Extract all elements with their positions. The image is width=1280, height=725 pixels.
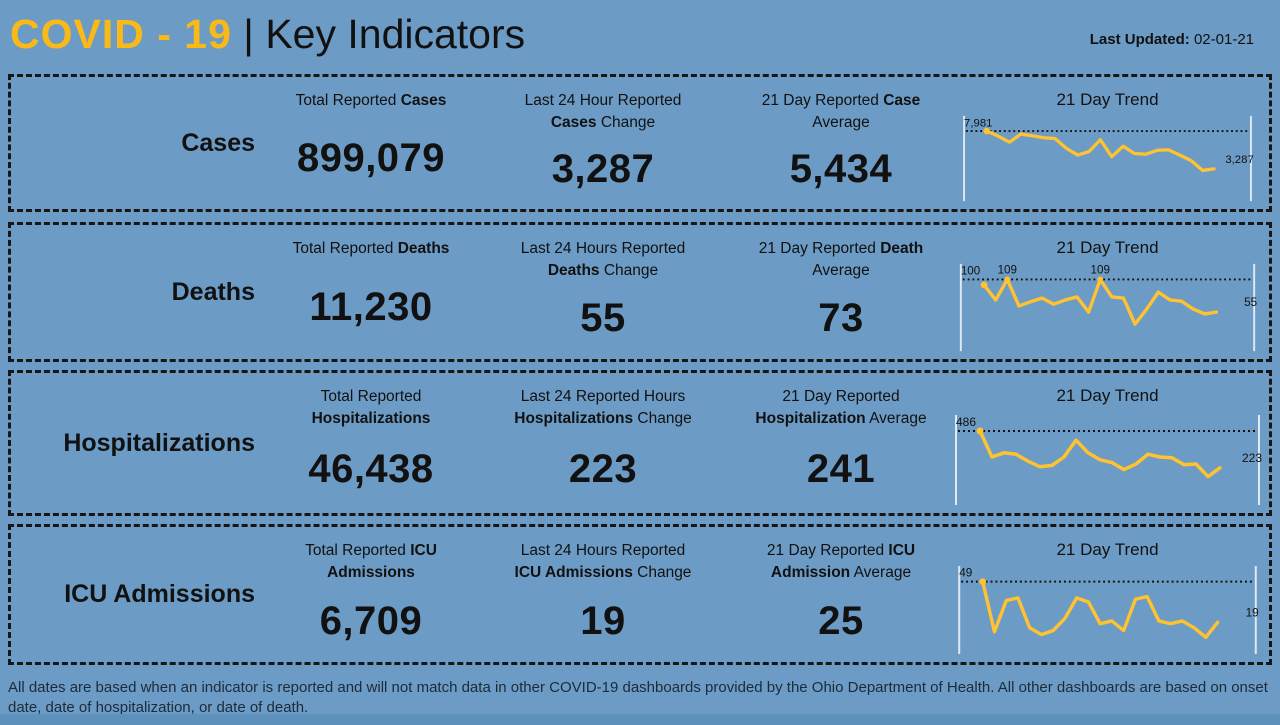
stat-24h-icu-admissions: Last 24 Hours Reported ICU Admissions Cha… bbox=[483, 527, 723, 662]
sparkline-cases: 7,981 3,287 bbox=[963, 115, 1254, 202]
trend-chart-title: 21 Day Trend bbox=[1056, 238, 1159, 257]
last-updated-value: 02-01-21 bbox=[1193, 31, 1254, 48]
stat-label: Total Reported ICU Admissions bbox=[305, 542, 437, 582]
stat-value: 11,230 bbox=[309, 285, 433, 330]
stat-label: Last 24 Reported Hours Hospitalizations C… bbox=[514, 388, 692, 428]
stat-label: Last 24 Hour Reported Cases Change bbox=[524, 92, 682, 132]
svg-text:55: 55 bbox=[1244, 296, 1257, 309]
stat-label: Total Reported Cases bbox=[295, 92, 447, 109]
stat-value: 46,438 bbox=[308, 447, 434, 492]
stat-total-hospitalizations: Total Reported Hospitalizations 46,438 bbox=[251, 373, 491, 513]
svg-text:49: 49 bbox=[959, 567, 972, 580]
stat-label: 21 Day Reported Hospitalization Average bbox=[755, 388, 927, 428]
trend-chart-title: 21 Day Trend bbox=[1056, 540, 1159, 559]
last-updated-label: Last Updated: bbox=[1089, 31, 1190, 48]
svg-text:19: 19 bbox=[1246, 606, 1259, 619]
page-title-rest: | Key Indicators bbox=[243, 11, 526, 57]
stat-label: 21 Day Reported ICU Admission Average bbox=[766, 542, 916, 582]
stat-label: Total Reported Hospitalizations bbox=[311, 388, 431, 428]
stat-label: 21 Day Reported Case Average bbox=[761, 92, 921, 132]
stat-total-deaths: Total Reported Deaths 11,230 bbox=[251, 225, 491, 359]
trend-chart-icu-admissions: 21 Day Trend 49 19 bbox=[950, 533, 1265, 658]
indicator-row-deaths: Deaths Total Reported Deaths 11,230 Last… bbox=[8, 222, 1272, 362]
row-label-hospitalizations: Hospitalizations bbox=[63, 428, 255, 457]
stat-value: 73 bbox=[818, 296, 864, 341]
row-label-cases: Cases bbox=[181, 128, 255, 157]
stat-24h-hospitalizations: Last 24 Reported Hours Hospitalizations C… bbox=[483, 373, 723, 513]
trend-chart-cases: 21 Day Trend 7,981 3,287 bbox=[950, 83, 1265, 205]
stat-value: 899,079 bbox=[296, 136, 446, 181]
last-updated: Last Updated: 02-01-21 bbox=[1090, 31, 1254, 48]
stat-24h-deaths: Last 24 Hours Reported Deaths Change 55 bbox=[483, 225, 723, 359]
stat-24h-cases: Last 24 Hour Reported Cases Change 3,287 bbox=[483, 77, 723, 209]
stat-value: 19 bbox=[580, 598, 626, 643]
stat-label: Last 24 Hours Reported ICU Admissions Cha… bbox=[514, 542, 692, 582]
svg-text:486: 486 bbox=[956, 415, 976, 429]
stat-label: Total Reported Deaths bbox=[292, 240, 450, 257]
stat-value: 6,709 bbox=[319, 598, 423, 643]
footer-note: All dates are based when an indicator is… bbox=[8, 679, 1268, 717]
svg-text:7,981: 7,981 bbox=[964, 117, 992, 129]
stat-label: Last 24 Hours Reported Deaths Change bbox=[520, 240, 686, 280]
svg-text:109: 109 bbox=[998, 264, 1017, 277]
indicator-row-cases: Cases Total Reported Cases 899,079 Last … bbox=[8, 74, 1272, 212]
indicator-row-hospitalizations: Hospitalizations Total Reported Hospitali… bbox=[8, 370, 1272, 516]
svg-text:223: 223 bbox=[1242, 451, 1262, 465]
stat-21day-avg-hospitalizations: 21 Day Reported Hospitalization Average 2… bbox=[721, 373, 961, 513]
sparkline-hospitalizations: 486 223 bbox=[955, 415, 1262, 505]
stat-value: 241 bbox=[806, 447, 876, 492]
trend-chart-title: 21 Day Trend bbox=[1056, 90, 1159, 109]
stat-21day-avg-icu-admissions: 21 Day Reported ICU Admission Average 25 bbox=[721, 527, 961, 662]
sparkline-deaths: 100 109 109 55 bbox=[959, 264, 1257, 352]
indicator-row-icu-admissions: ICU Admissions Total Reported ICU Admissi… bbox=[8, 524, 1272, 665]
page-title-accent: COVID - 19 bbox=[10, 11, 232, 57]
trend-chart-deaths: 21 Day Trend 100 109 109 55 bbox=[950, 231, 1265, 355]
stat-value: 223 bbox=[568, 447, 638, 492]
svg-text:3,287: 3,287 bbox=[1225, 154, 1253, 166]
stat-label: 21 Day Reported Death Average bbox=[758, 240, 924, 280]
stat-total-icu-admissions: Total Reported ICU Admissions 6,709 bbox=[251, 527, 491, 662]
stat-total-cases: Total Reported Cases 899,079 bbox=[251, 77, 491, 209]
row-label-deaths: Deaths bbox=[171, 277, 255, 306]
bottom-bar bbox=[0, 714, 1280, 725]
page-title: COVID - 19 | Key Indicators bbox=[10, 11, 526, 57]
stat-21day-avg-cases: 21 Day Reported Case Average 5,434 bbox=[721, 77, 961, 209]
trend-chart-hospitalizations: 21 Day Trend 486 223 bbox=[950, 379, 1265, 509]
stat-value: 3,287 bbox=[551, 147, 655, 192]
row-label-icu-admissions: ICU Admissions bbox=[64, 580, 255, 608]
stat-value: 25 bbox=[818, 598, 864, 643]
trend-chart-title: 21 Day Trend bbox=[1056, 386, 1159, 405]
sparkline-icu-admissions: 49 19 bbox=[958, 565, 1259, 655]
stat-value: 55 bbox=[580, 296, 626, 341]
svg-text:100: 100 bbox=[961, 265, 980, 278]
stat-21day-avg-deaths: 21 Day Reported Death Average 73 bbox=[721, 225, 961, 359]
svg-text:109: 109 bbox=[1091, 264, 1110, 277]
stat-value: 5,434 bbox=[789, 147, 893, 192]
